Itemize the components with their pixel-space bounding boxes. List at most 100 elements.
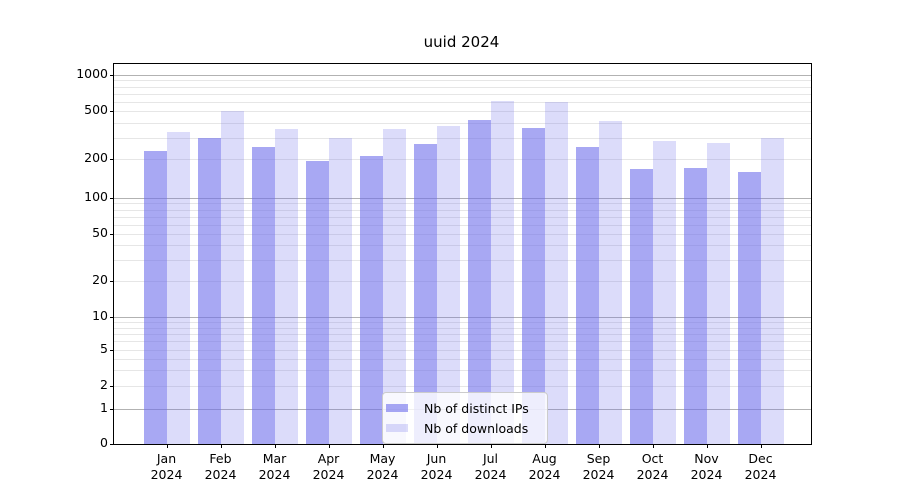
y-tick-label-200: 200	[84, 150, 108, 165]
bar-downloads-mar	[274, 128, 298, 444]
y-tick-1	[110, 409, 114, 410]
legend-row-ips: Nb of distinct IPs	[386, 398, 537, 418]
x-tick-jun	[436, 444, 438, 448]
x-tick-label-aug: Aug 2024	[528, 451, 561, 483]
y-gridline-minor-600	[114, 102, 811, 103]
y-tick-label-50: 50	[92, 225, 108, 240]
x-tick-label-nov: Nov 2024	[690, 451, 723, 483]
x-tick-label-dec: Dec 2024	[744, 451, 777, 483]
bar-ips-oct	[629, 168, 653, 444]
bar-ips-jan	[143, 151, 167, 444]
bar-ips-aug	[521, 127, 545, 444]
bar-ips-sep	[575, 146, 599, 444]
x-tick-mar	[274, 444, 276, 448]
x-tick-dec	[760, 444, 762, 448]
x-tick-apr	[328, 444, 330, 448]
y-gridline-minor-9	[114, 322, 811, 323]
y-gridline-minor-500	[114, 111, 811, 112]
x-tick-nov	[706, 444, 708, 448]
x-tick-feb	[220, 444, 222, 448]
y-tick-1000	[110, 75, 114, 76]
x-tick-label-feb: Feb 2024	[204, 451, 237, 483]
bar-downloads-jan	[166, 132, 190, 444]
bar-ips-jul	[467, 120, 491, 444]
y-tick-label-0: 0	[100, 435, 108, 450]
y-tick-label-5: 5	[100, 341, 108, 356]
y-gridline-major-10	[114, 317, 811, 318]
y-gridline-major-100	[114, 198, 811, 199]
x-tick-label-sep: Sep 2024	[582, 451, 615, 483]
y-tick-20	[110, 281, 114, 282]
y-tick-label-10: 10	[92, 308, 108, 323]
legend-label-downloads: Nb of downloads	[424, 420, 529, 436]
x-tick-sep	[598, 444, 600, 448]
y-gridline-minor-800	[114, 87, 811, 88]
chart-title: uuid 2024	[423, 33, 500, 51]
y-gridline-minor-3	[114, 370, 811, 371]
y-gridline-minor-700	[114, 94, 811, 95]
y-gridline-minor-8	[114, 328, 811, 329]
legend-label-ips: Nb of distinct IPs	[424, 400, 529, 416]
legend-row-downloads: Nb of downloads	[386, 418, 537, 438]
bar-downloads-feb	[220, 111, 244, 444]
x-tick-jul	[490, 444, 492, 448]
y-tick-200	[110, 159, 114, 160]
plot-area: 0 1 2 5 10 20 50 100 200 500 1000 Jan 2024 Feb 2024 Mar…	[76, 63, 812, 482]
y-tick-label-1000: 1000	[76, 66, 108, 81]
legend-swatch-downloads-icon	[386, 424, 408, 432]
y-gridline-minor-40	[114, 245, 811, 246]
y-tick-label-2: 2	[100, 377, 108, 392]
x-tick-label-jul: Jul 2024	[474, 451, 507, 483]
y-gridline-major-1000	[114, 75, 811, 76]
bar-ips-jun	[413, 143, 437, 444]
y-gridline-minor-6	[114, 341, 811, 342]
y-gridline-minor-4	[114, 359, 811, 360]
x-tick-label-apr: Apr 2024	[312, 451, 345, 483]
legend-swatch-ips-icon	[386, 404, 408, 412]
y-tick-label-100: 100	[84, 189, 108, 204]
y-tick-label-1: 1	[100, 400, 108, 415]
y-tick-5	[110, 350, 114, 351]
y-gridline-minor-200	[114, 159, 811, 160]
y-gridline-minor-900	[114, 80, 811, 81]
x-tick-label-mar: Mar 2024	[258, 451, 291, 483]
y-tick-100	[110, 198, 114, 199]
bar-ips-dec	[737, 171, 761, 444]
bar-downloads-aug	[544, 101, 568, 444]
x-tick-aug	[544, 444, 546, 448]
y-gridline-minor-20	[114, 281, 811, 282]
x-tick-label-jan: Jan 2024	[150, 451, 183, 483]
bar-ips-apr	[305, 161, 329, 444]
y-gridline-minor-5	[114, 350, 811, 351]
x-tick-may	[382, 444, 384, 448]
legend: Nb of distinct IPs Nb of downloads	[382, 392, 548, 444]
y-tick-label-20: 20	[92, 272, 108, 287]
y-gridline-minor-30	[114, 260, 811, 261]
bar-ips-feb	[197, 138, 221, 444]
y-gridline-minor-60	[114, 225, 811, 226]
y-gridline-minor-400	[114, 123, 811, 124]
bar-downloads-dec	[760, 138, 784, 444]
y-gridline-minor-70	[114, 217, 811, 218]
y-tick-0	[110, 444, 114, 445]
y-gridline-minor-90	[114, 203, 811, 204]
bar-ips-mar	[251, 146, 275, 444]
y-gridline-minor-2	[114, 386, 811, 387]
x-tick-label-may: May 2024	[366, 451, 399, 483]
y-gridline-minor-300	[114, 138, 811, 139]
y-gridline-minor-50	[114, 234, 811, 235]
bar-downloads-jul	[490, 100, 514, 444]
y-gridline-minor-80	[114, 210, 811, 211]
bar-downloads-apr	[328, 138, 352, 444]
bar-ips-may	[359, 155, 383, 444]
bar-downloads-nov	[706, 142, 730, 444]
bar-ips-nov	[683, 167, 707, 444]
bar-downloads-jun	[436, 126, 460, 444]
x-tick-label-oct: Oct 2024	[636, 451, 669, 483]
y-tick-50	[110, 234, 114, 235]
bar-downloads-may	[382, 129, 406, 444]
y-gridline-minor-7	[114, 334, 811, 335]
bar-downloads-oct	[652, 141, 676, 444]
y-tick-label-500: 500	[84, 102, 108, 117]
